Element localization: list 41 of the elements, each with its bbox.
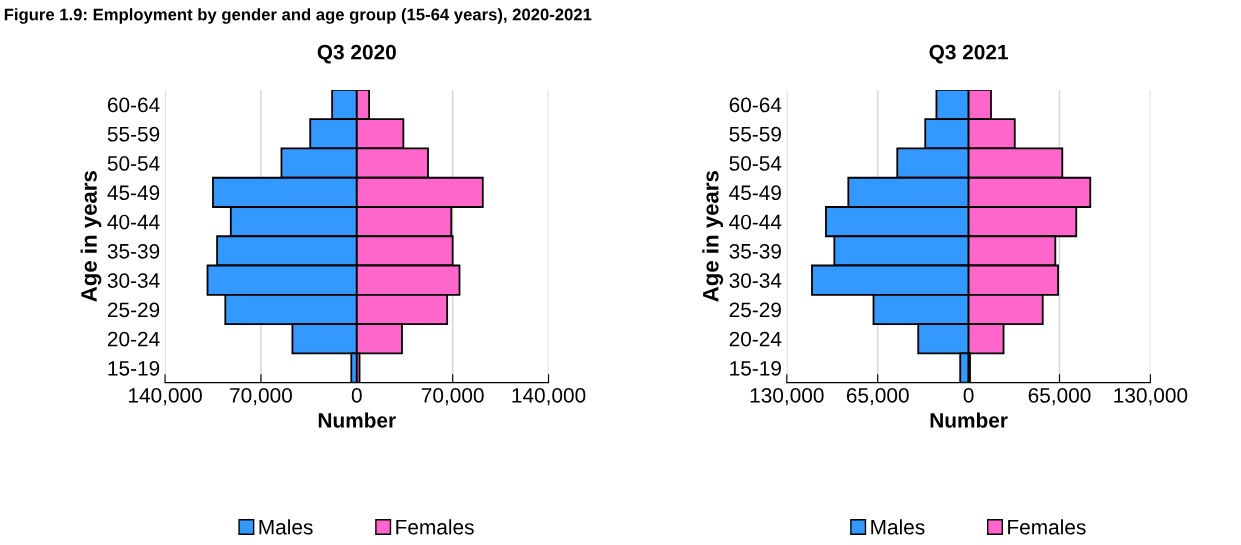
y-tick-label: 60-64: [729, 97, 782, 113]
y-tick-label: 25-29: [107, 302, 160, 318]
x-tick-label: 70,000: [421, 388, 484, 406]
chart-title: Q3 2020: [317, 44, 396, 64]
y-tick-label: 20-24: [107, 331, 160, 347]
y-tick-label: 50-54: [729, 156, 782, 171]
y-tick-label: 50-54: [107, 156, 160, 171]
legend-label: Females: [1008, 519, 1086, 535]
y-tick-label: 55-59: [729, 126, 781, 142]
y-tick-label: 40-44: [729, 214, 782, 230]
y-tick-label: 60-64: [107, 97, 160, 113]
legend-label: Males: [871, 519, 925, 535]
y-tick-label: 55-59: [107, 126, 160, 142]
x-tick-label: 0: [351, 388, 362, 403]
x-axis-title: Number: [930, 412, 1008, 428]
y-tick-label: 35-39: [729, 243, 781, 259]
y-axis-title: Age in years: [702, 171, 724, 302]
y-tick-label: 45-49: [729, 185, 781, 201]
y-tick-label: 15-19: [730, 360, 781, 376]
x-axis-title: Number: [318, 412, 396, 428]
y-tick-label: 35-39: [107, 243, 160, 259]
x-tick-label: 140,000: [512, 388, 586, 406]
x-tick-label: 130,000: [750, 388, 824, 406]
x-tick-label: 0: [963, 388, 974, 403]
y-tick-label: 30-34: [107, 273, 160, 288]
x-tick-label: 70,000: [230, 388, 292, 406]
x-tick-label: 130,000: [1114, 388, 1188, 406]
y-axis-title: Age in years: [80, 171, 102, 302]
y-tick-label: 30-34: [729, 273, 782, 288]
legend-label: Females: [396, 519, 474, 535]
legend-label: Males: [259, 519, 313, 535]
x-tick-label: 65,000: [1028, 388, 1091, 406]
chart-title: Q3 2021: [929, 44, 1008, 64]
y-tick-label: 40-44: [107, 214, 160, 230]
y-tick-label: 45-49: [107, 185, 160, 201]
x-tick-label: 140,000: [128, 388, 202, 406]
x-tick-label: 65,000: [846, 388, 909, 406]
caption: Figure 1.9: Employment by gender and age group (15-64 years), 2020-2021: [4, 8, 592, 24]
y-tick-label: 25-29: [729, 302, 781, 318]
y-tick-label: 15-19: [108, 360, 160, 376]
y-tick-label: 20-24: [729, 331, 782, 347]
